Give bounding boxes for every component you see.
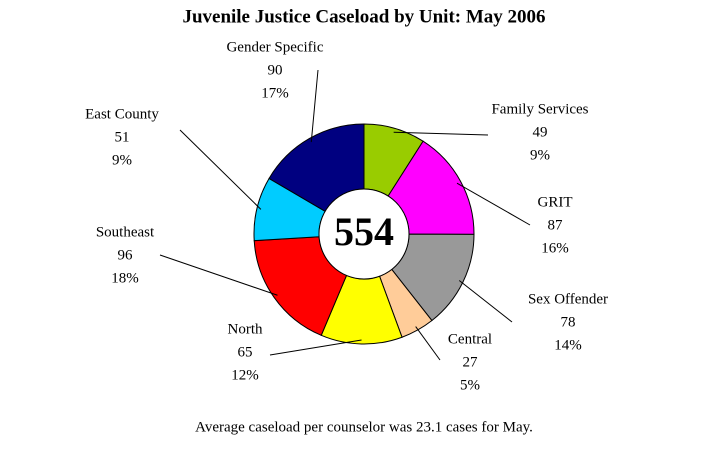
- slice-percent: 18%: [111, 270, 139, 286]
- slice-value: 51: [115, 129, 130, 145]
- slice-label: Family Services: [491, 101, 588, 117]
- center-label: 554: [334, 209, 394, 254]
- slice-label: Sex Offender: [528, 291, 608, 307]
- leader-line: [179, 129, 262, 210]
- slice-percent: 17%: [261, 85, 289, 101]
- slice-label: GRIT: [538, 194, 573, 210]
- slice-percent: 5%: [460, 377, 480, 393]
- leader-line: [456, 182, 531, 226]
- leader-line: [458, 280, 513, 323]
- slice-value: 90: [268, 62, 283, 78]
- slice-value: 49: [533, 124, 548, 140]
- slice-label: Central: [448, 331, 492, 347]
- slice-percent: 16%: [541, 240, 569, 256]
- leader-line: [393, 131, 489, 136]
- slice-value: 65: [238, 344, 253, 360]
- leader-line: [159, 254, 278, 296]
- slice-value: 87: [548, 217, 564, 233]
- leader-line: [269, 339, 362, 356]
- chart-title: Juvenile Justice Caseload by Unit: May 2…: [182, 6, 545, 27]
- slice-label: Southeast: [96, 224, 155, 240]
- slice-value: 27: [463, 354, 479, 370]
- slice-percent: 9%: [530, 147, 550, 163]
- leader-line: [310, 69, 319, 143]
- slice-label: Gender Specific: [226, 39, 323, 55]
- slice-value: 96: [118, 247, 134, 263]
- slice-percent: 14%: [554, 337, 582, 353]
- slice-label: East County: [85, 106, 159, 122]
- donut-hole: [318, 188, 410, 280]
- leader-line: [415, 326, 441, 361]
- footnote: Average caseload per counselor was 23.1 …: [195, 419, 533, 435]
- slice-percent: 12%: [231, 367, 259, 383]
- slice-value: 78: [561, 314, 576, 330]
- slice-label: North: [228, 321, 263, 337]
- slice-percent: 9%: [112, 152, 132, 168]
